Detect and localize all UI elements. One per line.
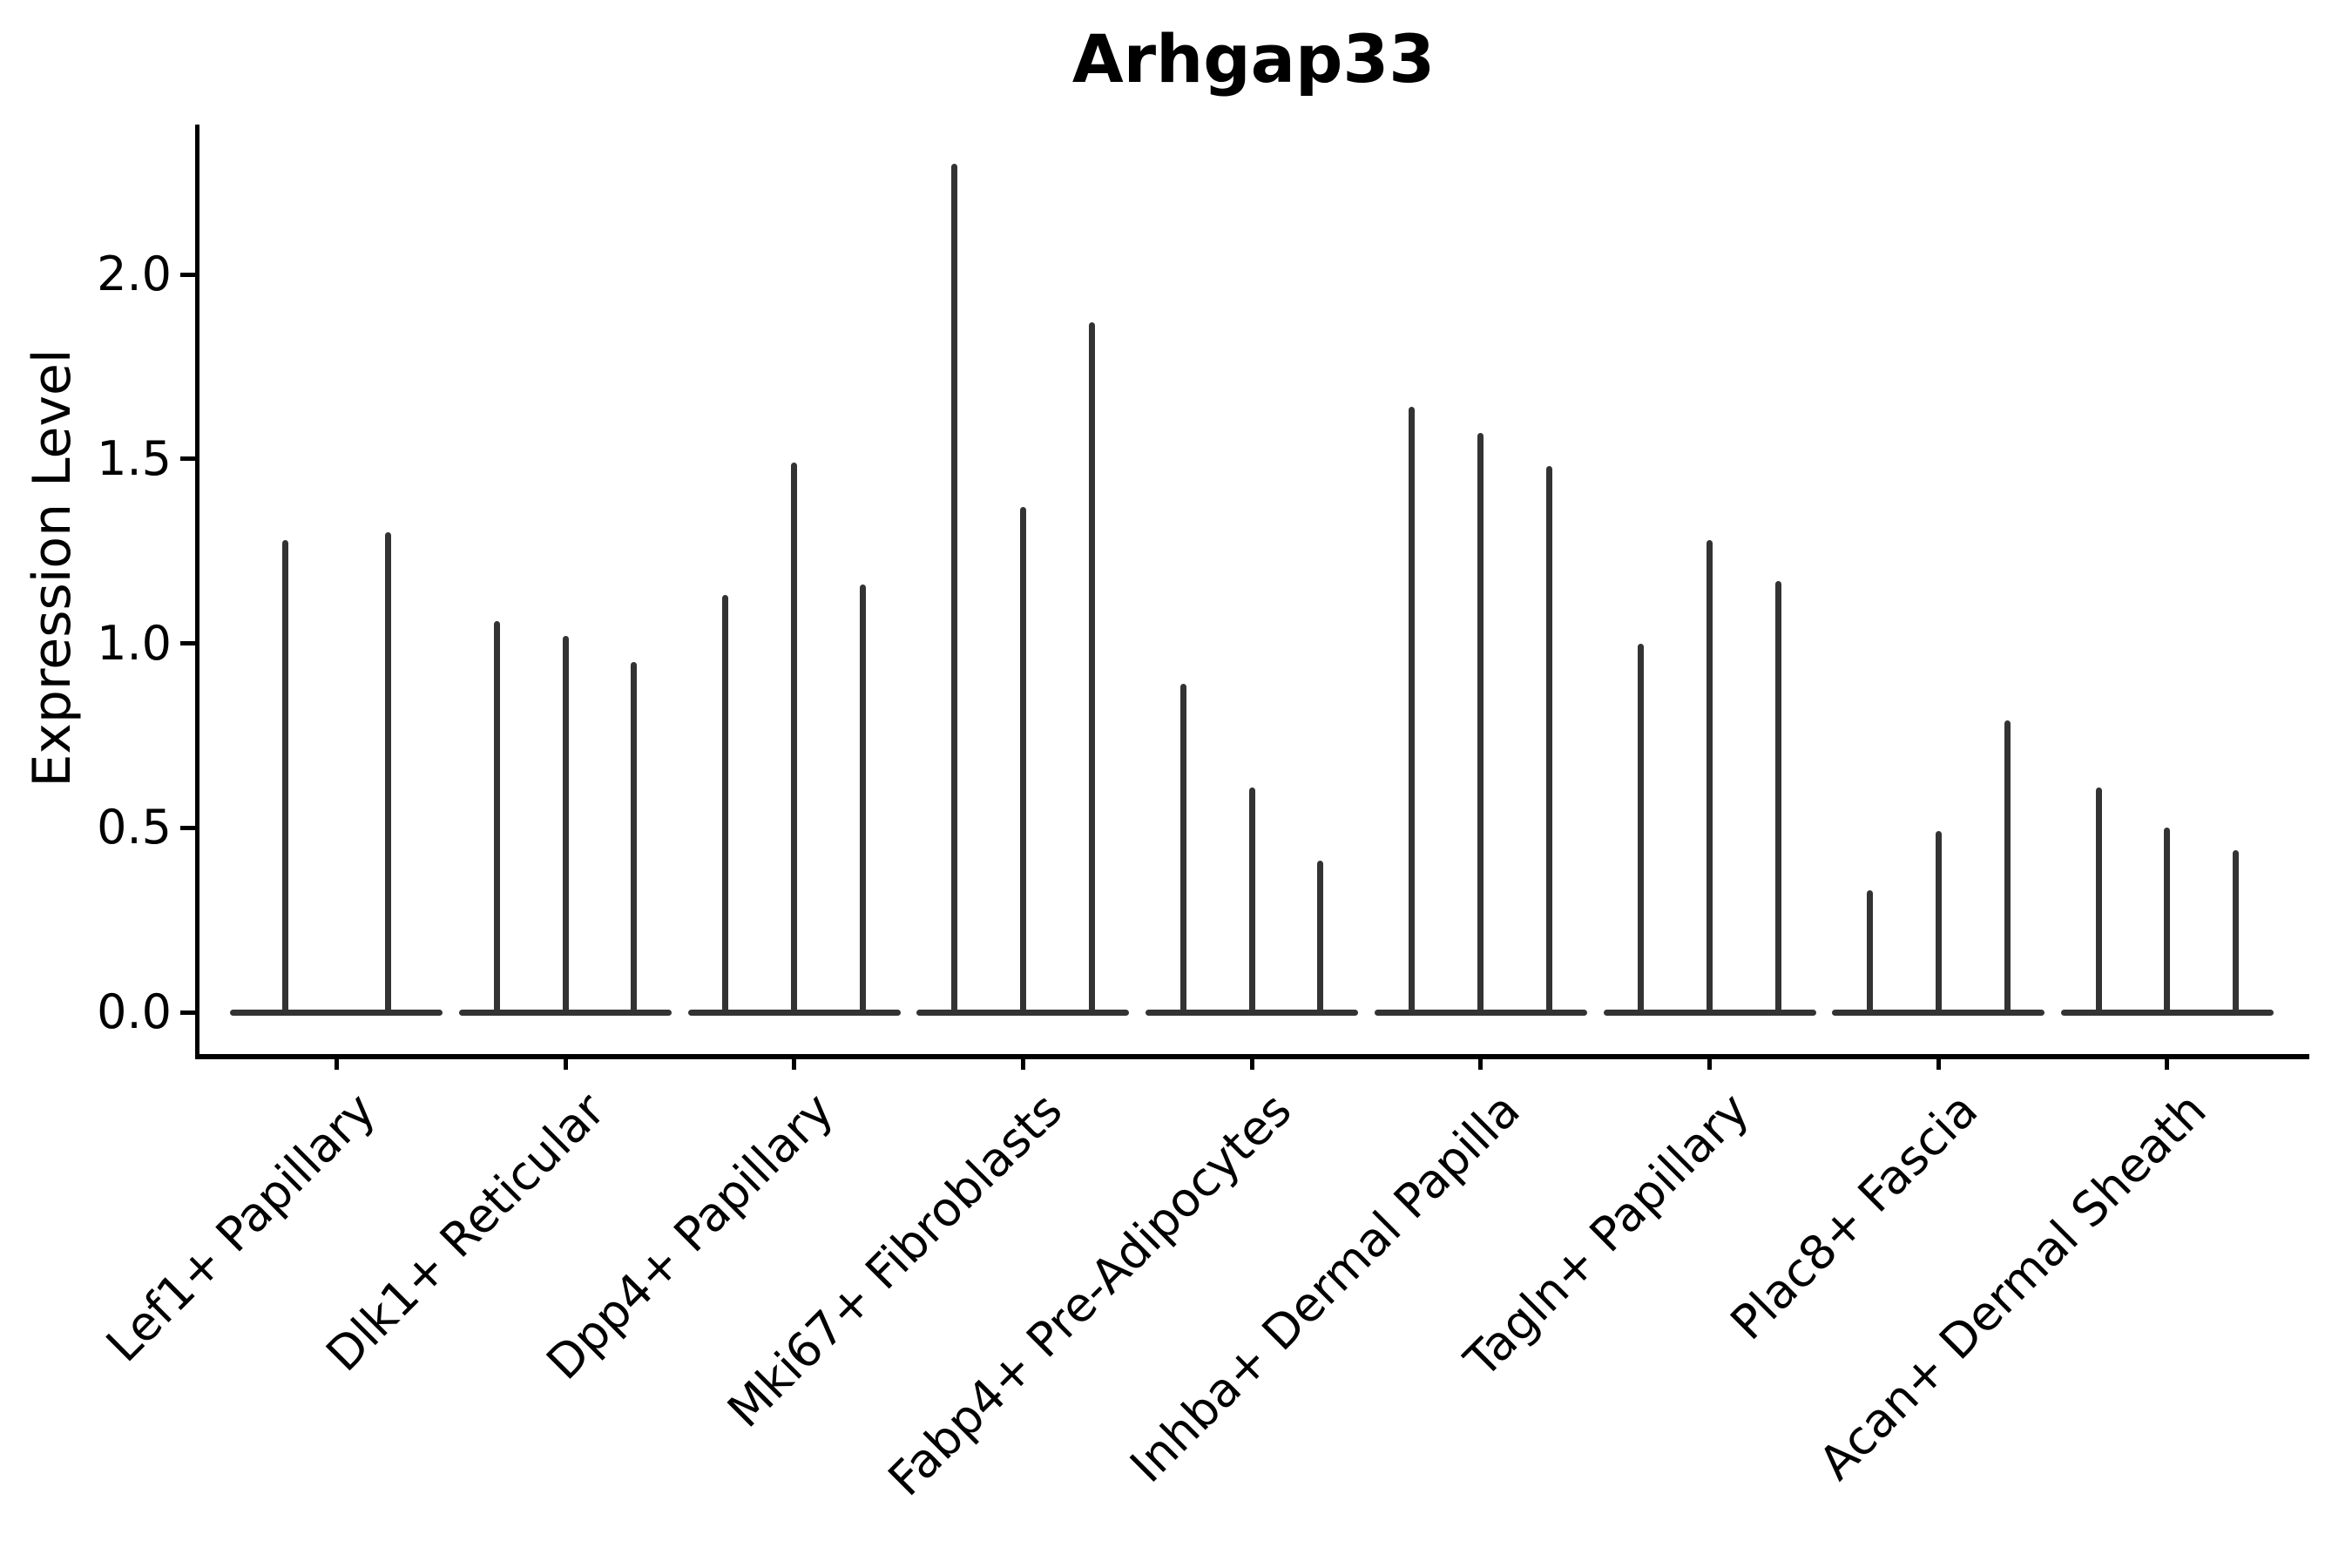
violin-base [230,1009,443,1016]
violin-spike [860,584,866,1016]
y-axis-spine [195,125,199,1058]
violin-spike [1638,643,1645,1016]
violin-spike [1774,580,1781,1016]
x-tick-label: Fabp4+ Pre-Adipocytes [877,1082,1302,1507]
x-tick [1478,1054,1484,1070]
violin-spike [1019,506,1026,1016]
y-tick [180,456,196,462]
x-tick [1249,1054,1254,1070]
x-tick-label: Acan+ Dermal Sheath [1808,1082,2217,1490]
violin-spike [1866,890,1873,1016]
violin-spike [2004,720,2011,1016]
y-tick-label: 1.5 [97,430,172,486]
violin-spike [1088,322,1095,1016]
y-tick-label: 1.0 [97,615,172,671]
violin-spike [562,636,569,1016]
y-tick [180,1010,196,1015]
violin-spike [722,595,729,1016]
violin-spike [1248,787,1255,1016]
violin-spike [2233,849,2240,1016]
violin-spike [791,462,798,1016]
violin-spike [1477,433,1484,1016]
x-tick [2165,1054,2170,1070]
violin-spike [2164,828,2171,1016]
x-tick-label: Inhba+ Dermal Papilla [1119,1082,1531,1493]
violin-spike [1317,861,1324,1016]
x-tick [1020,1054,1025,1070]
violin-spike [1409,407,1416,1016]
y-tick [180,825,196,830]
y-tick-label: 2.0 [97,247,172,301]
x-tick [334,1054,339,1070]
violin-spike [951,163,958,1016]
violin-spike [493,621,500,1016]
y-tick-label: 0.5 [97,800,172,855]
violin-spike [2095,787,2102,1016]
y-tick [180,272,196,277]
violin-spike [1707,539,1713,1016]
violin-spike [1179,684,1186,1016]
x-tick [792,1054,797,1070]
x-tick [1707,1054,1712,1070]
y-tick [180,641,196,645]
violin-spike [1546,466,1553,1016]
violin-spike [384,532,391,1016]
violin-spike [631,661,638,1016]
violin-spike [1935,831,1942,1016]
violin-spike [281,539,288,1016]
x-tick [1936,1054,1941,1070]
chart-title: Arhgap33 [1071,20,1436,98]
y-tick-label: 0.0 [97,984,172,1039]
x-tick [563,1054,568,1070]
x-tick-label: Plac8+ Fascia [1720,1082,1989,1351]
